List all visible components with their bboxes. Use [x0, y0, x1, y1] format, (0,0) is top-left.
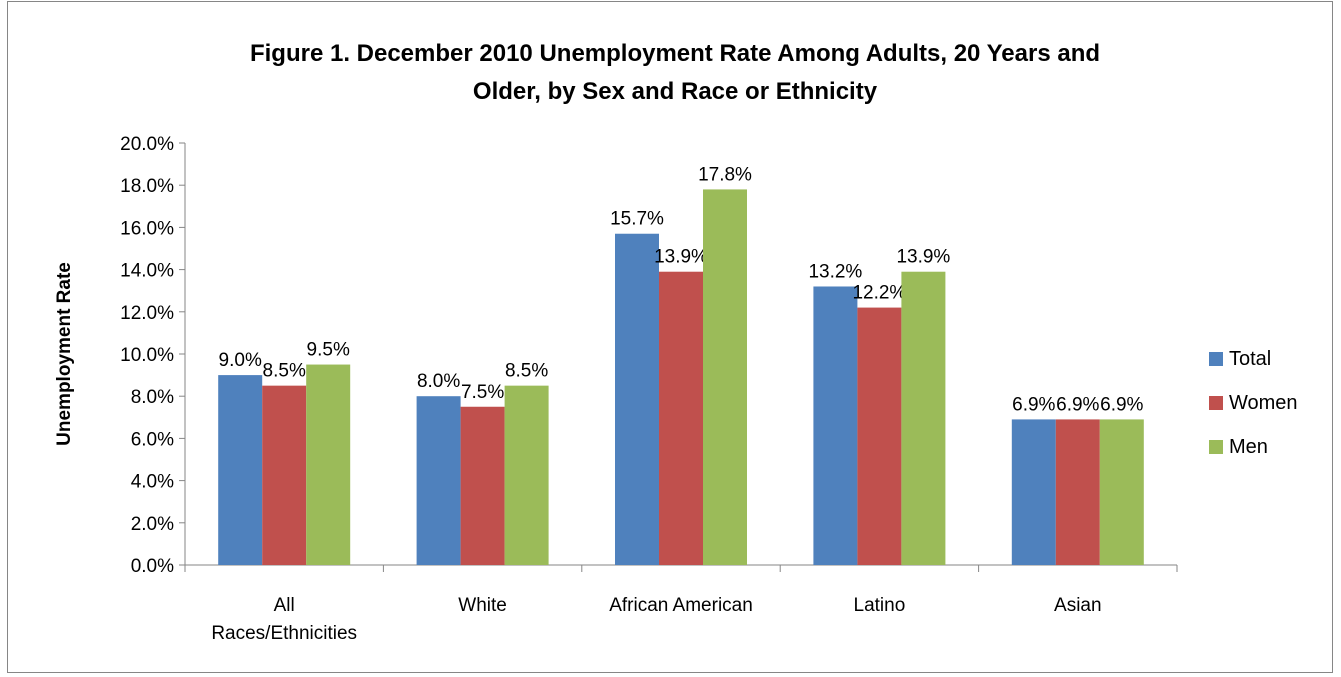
data-label: 6.9%	[1012, 394, 1055, 415]
y-tick-label: 2.0%	[131, 514, 174, 535]
data-label: 8.5%	[263, 361, 306, 382]
data-label: 8.0%	[417, 371, 460, 392]
data-label: 13.9%	[896, 247, 950, 268]
data-label: 7.5%	[461, 382, 504, 403]
x-tick-label: Races/Ethnicities	[211, 623, 357, 644]
y-tick-label: 14.0%	[120, 261, 174, 282]
data-label: 8.5%	[505, 361, 548, 382]
data-label: 6.9%	[1056, 394, 1099, 415]
bar-women	[262, 385, 307, 565]
legend-item-total: Total	[1209, 337, 1298, 381]
bar-men	[306, 364, 351, 565]
y-tick-label: 10.0%	[120, 345, 174, 366]
bar-total	[1011, 419, 1056, 565]
legend-label-women: Women	[1229, 391, 1298, 414]
bar-women	[1055, 419, 1100, 565]
y-tick-label: 20.0%	[120, 134, 174, 155]
x-tick-label: Asian	[1054, 595, 1102, 616]
legend-swatch-men	[1209, 440, 1223, 454]
legend-swatch-women	[1209, 396, 1223, 410]
legend-label-total: Total	[1229, 347, 1272, 370]
y-tick-label: 12.0%	[120, 303, 174, 324]
legend-label-men: Men	[1229, 435, 1268, 458]
data-label: 17.8%	[698, 164, 752, 185]
chart-title-line-1: Figure 1. December 2010 Unemployment Rat…	[249, 40, 1101, 67]
data-label: 15.7%	[610, 209, 664, 230]
y-tick-label: 18.0%	[120, 176, 174, 197]
legend-swatch-total	[1209, 352, 1223, 366]
y-axis-title: Unemployment Rate	[54, 262, 75, 446]
data-label: 9.0%	[219, 350, 262, 371]
x-tick-label: White	[458, 595, 507, 616]
y-tick-label: 16.0%	[120, 218, 174, 239]
bar-women	[460, 406, 505, 565]
y-tick-label: 6.0%	[131, 429, 174, 450]
y-tick-label: 8.0%	[131, 387, 174, 408]
legend-item-women: Women	[1209, 381, 1298, 425]
x-tick-label: All	[274, 595, 295, 616]
y-tick-label: 0.0%	[131, 556, 174, 577]
data-label: 13.9%	[654, 247, 708, 268]
bar-total	[416, 396, 461, 565]
bar-men	[901, 271, 946, 565]
legend: Total Women Men	[1209, 337, 1298, 469]
bar-women	[857, 307, 902, 565]
bar-total	[813, 286, 858, 565]
bar-men	[1099, 419, 1144, 565]
y-tick-label: 4.0%	[131, 472, 174, 493]
bar-men	[703, 189, 747, 566]
legend-item-men: Men	[1209, 425, 1298, 469]
chart-title-line-2: Older, by Sex and Race or Ethnicity	[472, 78, 878, 105]
bar-total	[615, 233, 659, 566]
data-label: 12.2%	[852, 283, 906, 304]
x-tick-label: Latino	[854, 595, 906, 616]
data-label: 9.5%	[307, 340, 350, 361]
x-tick-label: African American	[609, 595, 753, 616]
bar-total	[218, 375, 263, 565]
bar-women	[659, 271, 703, 565]
data-label: 13.2%	[808, 261, 862, 282]
bar-men	[504, 385, 549, 565]
data-label: 6.9%	[1100, 394, 1143, 415]
